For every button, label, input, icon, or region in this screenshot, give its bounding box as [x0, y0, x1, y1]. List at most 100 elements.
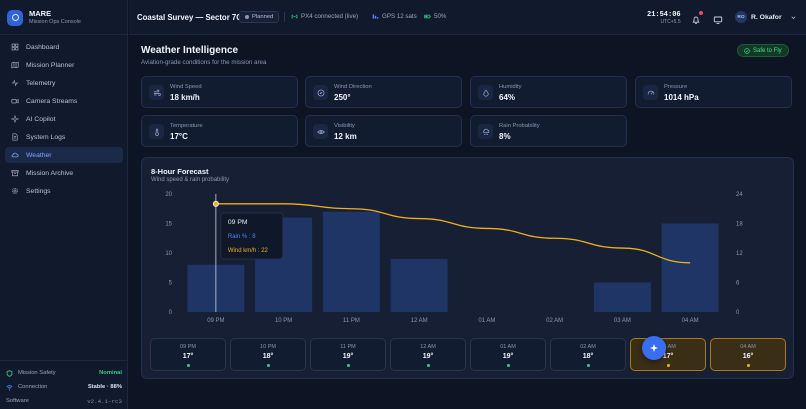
rain-bar	[390, 258, 448, 312]
hour-temp: 19°	[342, 353, 354, 360]
hour-status-dot	[507, 364, 510, 367]
page-title: Weather Intelligence	[141, 45, 239, 56]
tooltip-rain: Rain % : 8	[228, 234, 256, 240]
sidebar-divider	[0, 34, 128, 35]
y-right-tick-label: 0	[736, 310, 740, 316]
battery-icon	[424, 14, 431, 19]
sidebar-item-camera-streams[interactable]: Camera Streams	[5, 93, 123, 109]
wind-point-active	[212, 200, 219, 207]
sidebar-item-system-logs[interactable]: System Logs	[5, 129, 123, 145]
hour-time: 01 AM	[500, 344, 516, 350]
forecast-title: 8-Hour Forecast	[151, 167, 209, 176]
y-left-tick-label: 0	[169, 310, 173, 316]
sidebar-item-mission-planner[interactable]: Mission Planner	[5, 57, 123, 73]
metric-card-rain-probability: Rain Probability 8%	[470, 115, 627, 147]
metric-value: 1014 hPa	[664, 93, 699, 102]
camera-icon	[11, 97, 19, 105]
y-left-tick-label: 15	[165, 222, 172, 228]
rain-cloud-icon	[478, 124, 493, 139]
display-button[interactable]	[713, 12, 723, 24]
x-tick-label: 12 AM	[411, 318, 428, 324]
bell-icon	[692, 16, 700, 24]
divider	[284, 12, 285, 22]
sidebar-item-label: Weather	[26, 151, 52, 159]
wind-icon	[149, 85, 164, 100]
rain-bar	[322, 211, 380, 312]
metric-card-wind-speed: Wind Speed 18 km/h	[141, 76, 298, 108]
user-name: R. Okafor	[751, 13, 782, 21]
hour-time: 02 AM	[580, 344, 596, 350]
hour-time: 09 PM	[180, 344, 196, 350]
hour-status-dot	[187, 364, 190, 367]
hourly-forecast: 09 PM 17° 10 PM 18° 11 PM 19° 12 AM 19° 01 AM 19°…	[150, 338, 788, 372]
metric-label: Visibility	[334, 123, 355, 129]
mission-safety-label: Mission Safety	[18, 370, 56, 376]
archive-icon	[11, 170, 19, 177]
connection-value: Stable · 88%	[87, 384, 122, 390]
sidebar-item-weather[interactable]: Weather	[5, 147, 123, 163]
status-badge: Planned	[239, 11, 280, 23]
notification-dot	[699, 11, 703, 15]
gear-icon	[12, 188, 18, 194]
status-dot-icon	[245, 15, 249, 19]
sidebar-item-label: Mission Planner	[26, 61, 75, 69]
activity-icon	[11, 79, 19, 87]
metric-label: Wind Direction	[334, 84, 372, 90]
sidebar-item-ai-copilot[interactable]: AI Copilot	[5, 111, 123, 127]
sidebar-item-label: Telemetry	[26, 79, 56, 87]
hour-temp: 19°	[422, 353, 434, 360]
chevron-down-icon	[791, 16, 796, 19]
camera-icon	[11, 99, 19, 104]
hour-status-dot	[347, 364, 350, 367]
hour-card[interactable]: 04 AM 16°	[710, 338, 786, 371]
safe-to-fly-label: Safe to Fly	[753, 47, 782, 54]
sidebar-item-settings[interactable]: Settings	[5, 183, 123, 199]
tooltip-time: 09 PM	[228, 219, 248, 226]
px4-status: PX4 connected (live)	[291, 13, 358, 20]
hour-card[interactable]: 11 PM 19°	[310, 338, 386, 371]
hour-time: 10 PM	[260, 344, 276, 350]
hour-card[interactable]: 03 AM 17°	[630, 338, 706, 371]
forecast-chart[interactable]: 0 5 10 15 20 0 6 12 18 24 09 PM 10 PM 11 PM 12 AM 01 A…	[142, 158, 795, 336]
thermometer-icon	[154, 128, 159, 136]
y-left-tick-label: 10	[165, 251, 172, 257]
software-row: Software v2.4.1-rc3	[6, 394, 122, 408]
assistant-fab-button[interactable]	[642, 336, 666, 360]
notifications-button[interactable]	[691, 12, 701, 24]
metric-label: Temperature	[170, 123, 203, 129]
hour-card[interactable]: 09 PM 17°	[150, 338, 226, 371]
gauge-icon	[647, 90, 654, 95]
brand: MARE Mission Ops Console	[7, 9, 81, 26]
hour-card[interactable]: 10 PM 18°	[230, 338, 306, 371]
status-badge-label: Planned	[252, 14, 274, 20]
hour-time: 03 AM	[660, 344, 676, 350]
sidebar-footer: Mission Safety Nominal Connection Stable…	[0, 360, 128, 408]
sidebar-item-label: System Logs	[26, 133, 66, 141]
x-tick-label: 01 AM	[478, 318, 495, 324]
check-circle-icon	[744, 47, 750, 54]
battery-status: 50%	[424, 13, 446, 20]
sparkle-icon	[650, 344, 658, 352]
sidebar-item-telemetry[interactable]: Telemetry	[5, 75, 123, 91]
user-menu[interactable]: RO R. Okafor	[735, 11, 797, 23]
safe-to-fly-badge: Safe to Fly	[737, 44, 789, 57]
shield-icon	[6, 369, 13, 377]
hour-time: 12 AM	[420, 344, 436, 350]
file-icon	[12, 133, 18, 141]
metric-label: Humidity	[499, 84, 522, 90]
metric-value: 64%	[499, 93, 516, 102]
hour-card[interactable]: 01 AM 19°	[470, 338, 546, 371]
map-icon	[11, 61, 19, 69]
hour-card[interactable]: 12 AM 19°	[390, 338, 466, 371]
hour-card[interactable]: 02 AM 18°	[550, 338, 626, 371]
sidebar-item-dashboard[interactable]: Dashboard	[5, 39, 123, 55]
y-right-tick-label: 6	[736, 281, 740, 287]
metric-card-temperature: Temperature 17°C	[141, 115, 298, 147]
hour-temp: 19°	[502, 353, 514, 360]
y-right-tick-label: 24	[736, 192, 743, 198]
sidebar-item-mission-archive[interactable]: Mission Archive	[5, 165, 123, 181]
hour-status-dot	[427, 364, 430, 367]
mission-safety-value: Nominal	[99, 370, 122, 376]
compass-icon	[317, 89, 324, 96]
hour-temp: 18°	[262, 353, 274, 360]
